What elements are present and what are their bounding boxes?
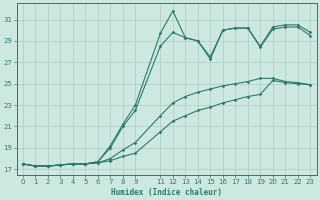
X-axis label: Humidex (Indice chaleur): Humidex (Indice chaleur): [111, 188, 222, 197]
